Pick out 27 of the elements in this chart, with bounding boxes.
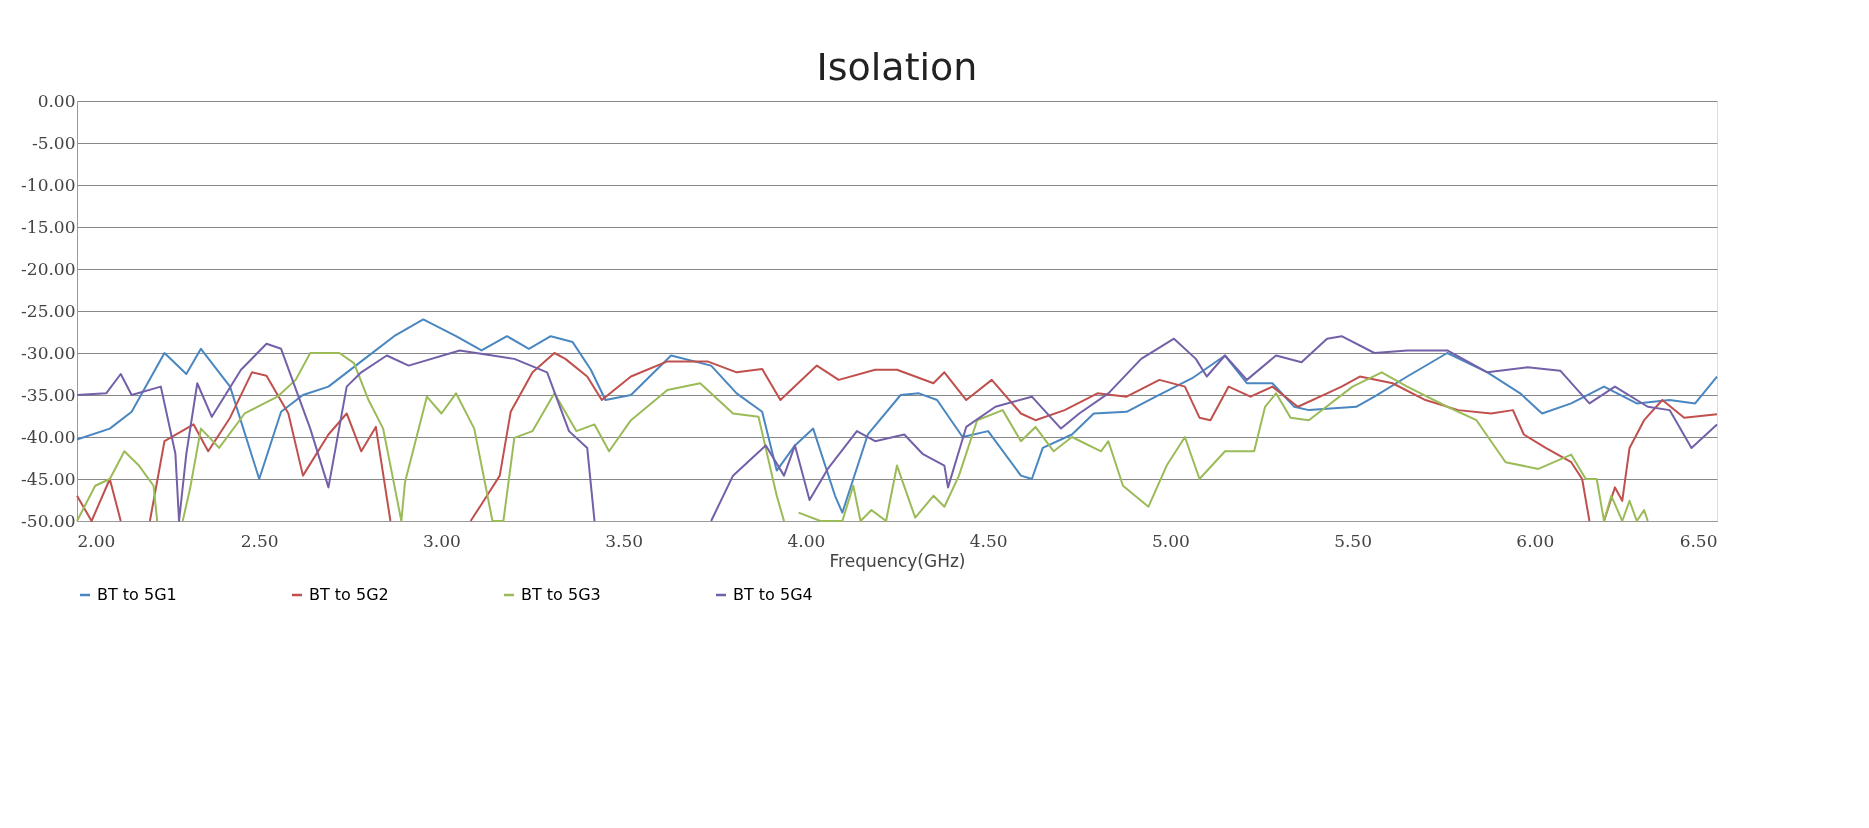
- y-tick-label: -5.00: [31, 132, 76, 153]
- x-tick-label: 4.00: [787, 530, 826, 551]
- x-tick-label: 2.50: [240, 530, 279, 551]
- x-tick-label: 2.00: [77, 530, 116, 551]
- chart-title: Isolation: [816, 45, 978, 89]
- x-tick-label: 5.00: [1151, 530, 1190, 551]
- legend-label: BT to 5G3: [521, 585, 601, 604]
- y-tick-label: -15.00: [21, 216, 76, 237]
- x-tick-label: 6.00: [1516, 530, 1555, 551]
- x-tick-label: 6.50: [1679, 530, 1718, 551]
- legend-label: BT to 5G2: [309, 585, 389, 604]
- x-tick-label: 3.50: [605, 530, 644, 551]
- y-tick-label: -45.00: [21, 468, 76, 489]
- x-tick-label: 5.50: [1334, 530, 1372, 551]
- y-tick-label: -25.00: [21, 300, 76, 321]
- x-tick-label: 3.00: [423, 530, 461, 551]
- legend-label: BT to 5G4: [733, 585, 813, 604]
- x-tick-label: 4.50: [969, 530, 1008, 551]
- y-tick-label: -35.00: [21, 384, 76, 405]
- legend-label: BT to 5G1: [97, 585, 177, 604]
- y-tick-label: -30.00: [21, 342, 76, 363]
- x-axis-title: Frequency(GHz): [829, 550, 966, 571]
- y-tick-label: -20.00: [21, 258, 76, 279]
- y-tick-label: -40.00: [21, 426, 76, 447]
- y-tick-label: -10.00: [21, 174, 76, 195]
- y-tick-label: -50.00: [21, 510, 76, 531]
- y-tick-label: 0.00: [37, 90, 76, 111]
